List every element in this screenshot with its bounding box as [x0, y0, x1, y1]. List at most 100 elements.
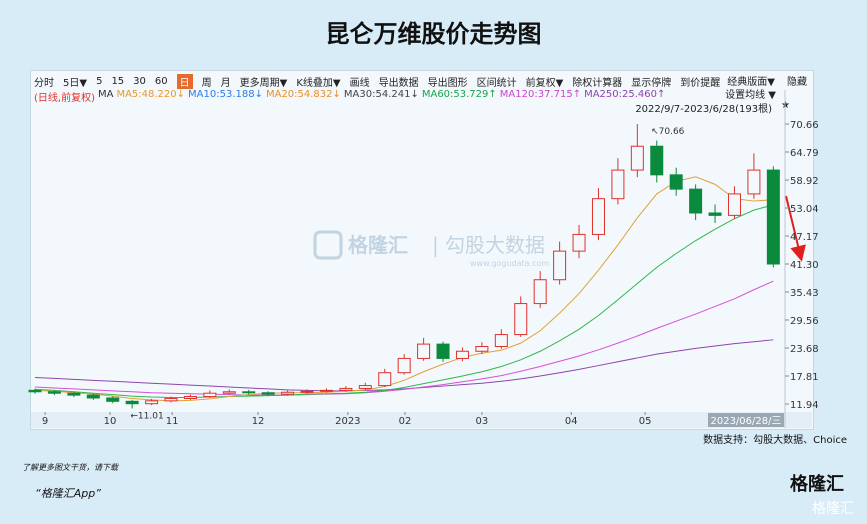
ma-legend-item: MA5:48.220↓ — [116, 89, 186, 100]
toolbar-item[interactable]: 周 — [201, 77, 212, 89]
wm-logo — [313, 230, 343, 260]
candle-body — [669, 174, 683, 190]
candle-body — [67, 392, 81, 396]
ma-line — [34, 176, 774, 402]
candle-body — [455, 350, 469, 359]
candle-body — [650, 145, 664, 176]
wm-text: | — [432, 233, 439, 257]
candle-body — [281, 391, 295, 395]
candle-body — [611, 169, 625, 200]
y-tick-label: 41.30 — [790, 260, 819, 271]
ma-legend-item: (日线,前复权) — [34, 93, 95, 104]
candle-body — [572, 233, 586, 252]
chart-panel — [30, 70, 814, 430]
ma-legend-item: MA60:53.729↑ — [421, 89, 497, 100]
toolbar-item[interactable]: 区间统计 — [476, 77, 517, 89]
ma-line — [34, 280, 774, 396]
annotation: ←11.01 — [130, 411, 163, 421]
toolbar-item[interactable]: 经典版面▼ — [727, 77, 775, 88]
candle-body — [183, 396, 197, 399]
candle-body — [378, 372, 392, 387]
candle-body — [436, 343, 450, 359]
y-tick-label: 29.56 — [790, 316, 819, 327]
candle-body — [339, 387, 353, 391]
ma-legend-item: MA120:37.715↑ — [499, 89, 582, 100]
toolbar-item[interactable]: 15 — [111, 75, 125, 87]
y-tick-label: 17.81 — [790, 372, 819, 383]
trend-arrow — [785, 195, 806, 262]
ma-legend-item: MA10:53.188↓ — [188, 89, 263, 100]
candle-body — [47, 391, 61, 394]
candle-body — [106, 397, 120, 402]
candle-body — [319, 389, 333, 392]
y-tick-label: 58.92 — [790, 176, 819, 187]
end-date-box — [708, 413, 784, 427]
promo: 了解更多图文干货，请下载 — [22, 463, 118, 472]
toolbar-item[interactable]: K线叠加▼ — [296, 77, 341, 89]
watermark: 格隆汇 | 勾股大数据 www.gogudata.com — [313, 230, 549, 268]
toolbar-item[interactable]: 到价提醒 — [680, 77, 721, 89]
candle-body — [553, 250, 567, 281]
toolbar-item[interactable]: 月 — [220, 77, 231, 89]
x-tick-label: 03 — [476, 416, 489, 427]
annotation: ↖70.66 — [651, 127, 685, 137]
wm-url: www.gogudata.com — [470, 259, 549, 268]
toolbar-item[interactable]: 60 — [154, 75, 168, 87]
toolbar-item[interactable]: 导出数据 — [378, 77, 419, 89]
toolbar-item[interactable]: 分时 — [34, 77, 54, 89]
y-tick-label: 23.68 — [790, 344, 819, 355]
toolbar-item[interactable]: 日 — [176, 73, 193, 89]
toolbar-right: 经典版面▼ 隐藏 — [727, 73, 807, 88]
candle-body — [203, 392, 217, 398]
candle-body — [533, 279, 547, 305]
source: 数据支持：勾股大数据、Choice — [703, 435, 847, 446]
toolbar-item[interactable]: 除权计算器 — [572, 77, 623, 89]
candle-body — [125, 400, 139, 405]
end-date: 2023/06/28/三 — [710, 416, 781, 427]
x-tick-label: 05 — [639, 416, 652, 427]
wm-text: 格隆汇 — [348, 233, 408, 257]
x-tick-label: 9 — [42, 416, 48, 427]
candle-body — [164, 397, 178, 402]
x-tick-label: 11 — [166, 416, 179, 427]
candle-body — [222, 391, 236, 394]
y-tick-label: 64.79 — [790, 148, 819, 159]
x-tick-label: 04 — [565, 416, 578, 427]
promo: “格隆汇App” — [35, 487, 101, 500]
candle-body — [261, 392, 275, 395]
candle-body — [494, 334, 508, 347]
toolbar-item[interactable]: 画线 — [349, 77, 370, 89]
y-tick-label: 53.04 — [790, 204, 819, 215]
ma-legend-item: MA30:54.241↓ — [343, 89, 419, 100]
candle-body — [300, 390, 314, 393]
ma-settings[interactable]: 设置均线 ▼ — [725, 88, 776, 101]
y-tick-label: 11.94 — [790, 400, 819, 411]
candle-body — [689, 188, 703, 214]
candle-body — [708, 212, 722, 216]
toolbar-item[interactable]: 5日▼ — [63, 77, 88, 89]
title: 昆仑万维股价走势图 — [325, 20, 542, 48]
x-tick-label: 2023 — [335, 416, 360, 427]
candle-body — [727, 193, 741, 216]
y-tick-label: 47.17 — [790, 232, 819, 243]
toolbar-item[interactable]: 导出图形 — [427, 77, 468, 89]
range-label: 2022/9/7-2023/6/28(193根) — [635, 102, 772, 115]
candle-body — [397, 357, 411, 374]
candle-body — [242, 391, 256, 394]
logo: 格隆汇 — [790, 474, 844, 495]
toolbar-item[interactable]: 显示停牌 — [631, 77, 672, 89]
y-tick-label: 70.66 — [790, 120, 819, 131]
y-tick-label: 35.43 — [790, 288, 819, 299]
x-tick-label: 10 — [104, 416, 117, 427]
toolbar-item[interactable]: 前复权▼ — [525, 77, 564, 89]
ma-line — [34, 204, 774, 399]
toolbar-item[interactable]: 5 — [96, 75, 103, 87]
candle-body — [766, 169, 780, 265]
toolbar-item[interactable]: 更多周期▼ — [239, 77, 288, 89]
toolbar-item[interactable]: 隐藏 — [787, 77, 807, 88]
ma-legend: (日线,前复权) MA MA5:48.220↓ MA10:53.188↓ MA20:54… — [34, 89, 665, 104]
x-tick-label: 12 — [252, 416, 265, 427]
toolbar-item[interactable]: 30 — [133, 75, 146, 87]
